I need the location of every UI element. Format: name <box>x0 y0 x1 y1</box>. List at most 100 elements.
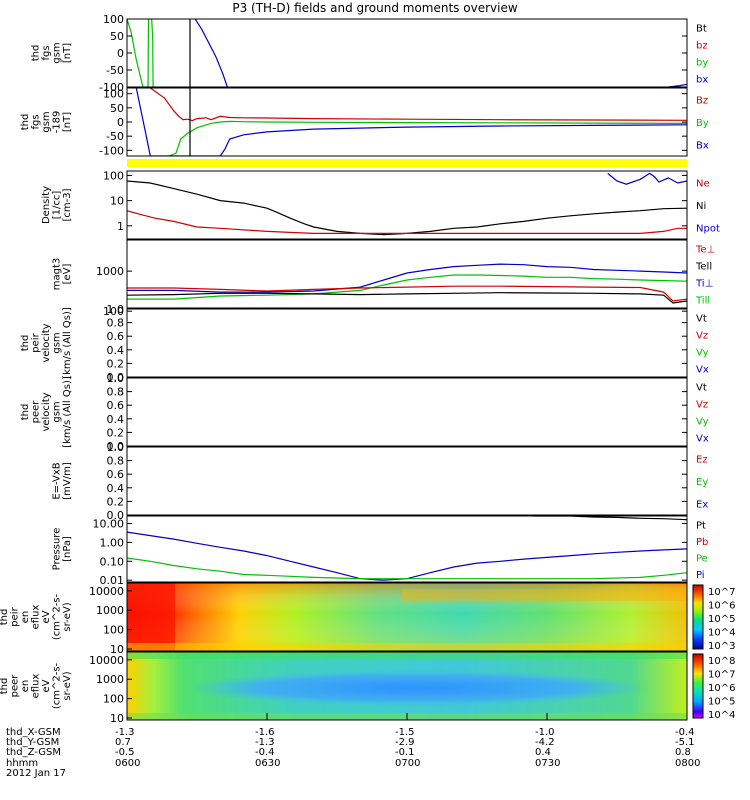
y-tick-label: 0.8 <box>107 317 125 330</box>
legend-Pb: Pb <box>696 537 708 548</box>
y-tick-label: -100 <box>99 144 124 157</box>
colorbar-tick-label: 10^4 <box>708 628 735 639</box>
y-tick-label: 0 <box>117 116 124 129</box>
x-axis-y-value: -1.3 <box>255 737 275 748</box>
series-bx-line <box>194 19 228 87</box>
y-axis-label-line: gsm <box>52 401 63 422</box>
legend-by: by <box>696 58 708 69</box>
x-axis-row-label: 2012 Jan 17 <box>6 768 66 779</box>
y-tick-label: 0.8 <box>107 386 125 399</box>
y-tick-label: 1000 <box>96 673 124 686</box>
panel-fgs: thd fgs gsm [nT] <box>31 18 688 88</box>
legend-Vx: Vx <box>696 365 709 376</box>
y-axis-label-line: Pressure <box>52 528 63 571</box>
y-tick-label: 1.0 <box>107 372 125 385</box>
colorbar-tick-label: 10^5 <box>708 697 735 708</box>
y-tick-label: 100 <box>103 88 124 101</box>
y-tick-label: 1.00 <box>100 536 125 549</box>
y-tick-label: 1 <box>117 220 124 233</box>
legend-Npot: Npot <box>696 224 720 235</box>
legend-Pi: Pi <box>696 570 705 581</box>
panel-frame <box>126 377 688 447</box>
y-tick-label: 100 <box>103 693 124 706</box>
y-tick-label: 1.0 <box>107 303 125 316</box>
x-axis-y-value: -2.9 <box>395 737 415 748</box>
spectrogram-top-band <box>127 652 687 659</box>
y-axis-label-line: fgs <box>31 114 42 129</box>
y-axis-label-line: peir <box>31 332 42 352</box>
x-axis-z-value: 0.8 <box>675 747 691 758</box>
y-axis-label-line: E=-VxB <box>52 462 63 499</box>
panel-frame <box>126 582 688 652</box>
legend-Vz: Vz <box>696 331 708 342</box>
spectrogram-core <box>187 670 647 706</box>
y-axis-label-line: sr-eV) <box>62 602 73 631</box>
series-Pe-line <box>127 557 687 580</box>
y-axis-label-line: peer <box>31 400 42 424</box>
x-axis-y-value: -4.2 <box>535 737 555 748</box>
colorbar-tick-label: 10^7 <box>708 587 735 598</box>
y-tick-label: 10 <box>110 195 124 208</box>
y-axis-label: Pressure [nPa] <box>52 528 74 571</box>
series-Ne-line <box>127 210 687 234</box>
y-axis-label-line: [km/s (All Qs)] <box>62 376 73 448</box>
colorbar-tick-label: 10^6 <box>708 683 735 694</box>
y-axis-label-line: sr-eV) <box>62 671 73 700</box>
legend-Till: Till <box>695 296 710 307</box>
y-tick-label: 0.4 <box>107 413 125 426</box>
legend-Vz: Vz <box>696 400 708 411</box>
panel-frame <box>126 18 688 88</box>
y-tick-label: 0.6 <box>107 468 125 481</box>
y-axis-label-line: [mV/m] <box>62 462 73 500</box>
x-axis-row-label: thd_Y-GSM <box>6 737 60 748</box>
y-tick-label: 100 <box>103 13 124 26</box>
series-Bz-line <box>149 88 687 122</box>
panel-frame <box>126 87 688 157</box>
colorbar <box>692 584 704 650</box>
y-tick-label: 0.8 <box>107 455 125 468</box>
y-axis-label: thd peir en eflux eV (cm^2-s-sr-eV) <box>0 593 73 640</box>
panel-peir-velocity: thd peir velocity gsm [km/s (All Qs)] <box>20 307 688 379</box>
panel-temperature: magt3 [eV] <box>52 239 688 312</box>
panel-fgs-nT: thd fgs gsm -189 [nT] <box>20 87 688 157</box>
colorbar <box>692 653 704 719</box>
x-axis-row-label: thd_X-GSM <box>6 727 61 738</box>
x-axis-time-value: 0630 <box>255 758 281 769</box>
legend-Bx: Bx <box>696 141 709 152</box>
y-axis-label-line: -189 <box>52 111 63 134</box>
y-axis-label-line: (cm^2-s- <box>52 593 63 640</box>
panel-frame <box>126 515 688 583</box>
legend-Bz: Bz <box>696 95 708 106</box>
spectrogram-high-energy-band <box>402 589 687 601</box>
y-axis-label-line: [cm-3] <box>62 188 73 221</box>
spectrogram-shade <box>127 583 687 651</box>
panel-peer-eflux: 10^8 10^7 10^6 10^5 10^4 thd peer en eflux eV (cm^… <box>0 651 735 721</box>
x-axis-x-value: -1.6 <box>255 727 275 738</box>
legend-Te⊥: Te⊥ <box>695 245 715 256</box>
x-axis-time-value: 0700 <box>395 758 421 769</box>
colorbar-tick-label: 10^7 <box>708 670 735 681</box>
panel-density: Density [1/cc] [cm-3] <box>41 170 688 240</box>
y-axis-label-line: [eV] <box>62 264 73 285</box>
y-tick-label: 10.00 <box>93 518 125 531</box>
legend-Bt: Bt <box>696 24 707 35</box>
y-tick-label: 0.6 <box>107 399 125 412</box>
y-axis-label-line: peer <box>10 674 21 698</box>
legend-Ez: Ez <box>696 454 708 465</box>
y-axis-label-line: gsm <box>52 42 63 63</box>
legend-Pe: Pe <box>696 553 708 564</box>
y-axis-label: thd fgs gsm [nT] <box>31 42 74 63</box>
y-tick-label: 1.0 <box>107 441 125 454</box>
legend-bx: bx <box>696 75 708 86</box>
x-axis-x-value: -1.3 <box>115 727 135 738</box>
y-tick-label: 100 <box>103 305 124 318</box>
y-tick-label: 0.4 <box>107 482 125 495</box>
y-tick-label: 0.2 <box>107 357 125 370</box>
y-axis-label: Density [1/cc] [cm-3] <box>41 186 73 224</box>
y-tick-label: 0.2 <box>107 426 125 439</box>
y-axis-label-line: en <box>20 611 31 624</box>
legend-Tell: Tell <box>695 262 712 273</box>
spectrogram-hot-band <box>127 583 175 651</box>
y-axis-label-line: thd <box>31 45 42 62</box>
y-axis-label-line: thd <box>20 404 31 421</box>
